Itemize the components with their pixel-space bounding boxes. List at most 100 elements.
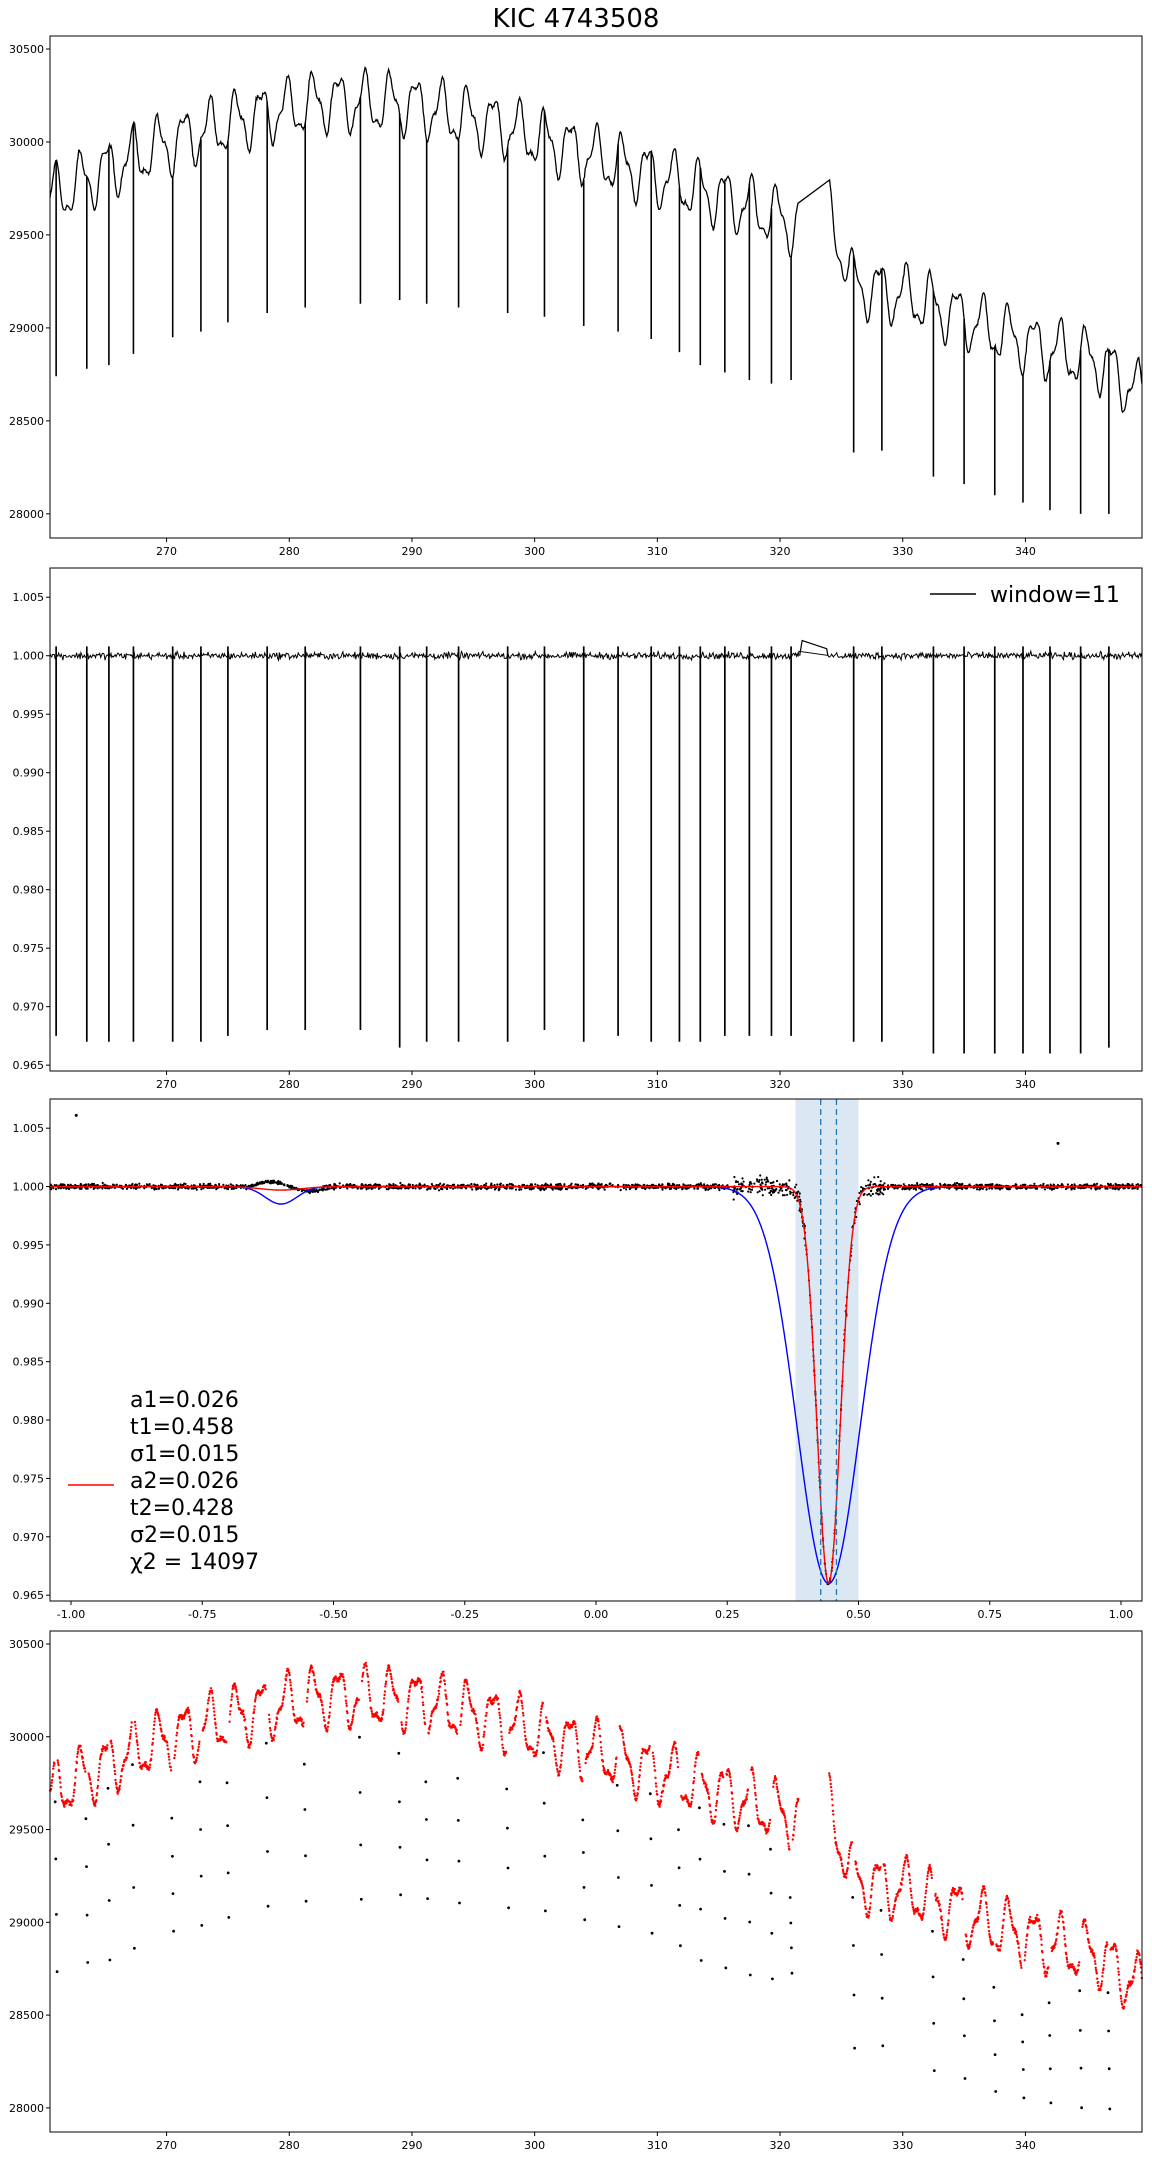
plot-frame bbox=[49, 35, 1143, 539]
legend-label: window=11 bbox=[990, 583, 1120, 608]
x-tick-label: 270 bbox=[156, 2139, 177, 2152]
x-tick-label: 310 bbox=[647, 545, 668, 558]
x-tick-label: 290 bbox=[401, 545, 422, 558]
y-tick-label: 0.995 bbox=[13, 1239, 45, 1252]
fit-parameters-legend: a1=0.026 t1=0.458 σ1=0.015 a2=0.026 t2=0… bbox=[68, 1388, 259, 1575]
x-tick-label: 300 bbox=[524, 2139, 545, 2152]
y-tick-label: 30500 bbox=[9, 43, 44, 56]
phase-folded-series bbox=[49, 1099, 1143, 1601]
phase-folded-axes: -1.00 -0.75 -0.50 -0.25 0.00 0.25 0.50 0.75 1.00… bbox=[13, 1098, 1143, 1621]
y-tick-label: 29000 bbox=[9, 322, 44, 335]
x-tick-label: -0.50 bbox=[319, 1608, 347, 1621]
x-tick-label: 320 bbox=[770, 545, 791, 558]
outlier-point bbox=[74, 1113, 78, 1117]
y-tick-label: 29000 bbox=[9, 1916, 44, 1929]
x-tick-label: 0.00 bbox=[584, 1608, 609, 1621]
param-sigma1: σ1=0.015 bbox=[130, 1442, 239, 1467]
y-tick-label: 1.000 bbox=[13, 1181, 45, 1194]
y-tick-label: 30000 bbox=[9, 1731, 44, 1744]
x-tick-label: 270 bbox=[156, 545, 177, 558]
raw-flux-axes: 270 280 290 300 310 320 330 340 28000 28500 29000 2… bbox=[9, 35, 1143, 558]
x-tick-label: 330 bbox=[892, 1078, 913, 1091]
y-tick-label: 30500 bbox=[9, 1638, 44, 1651]
x-tick-label: 280 bbox=[279, 2139, 300, 2152]
y-tick-label: 28000 bbox=[9, 508, 44, 521]
eclipse-window-band bbox=[795, 1099, 859, 1601]
y-tick-label: 0.985 bbox=[13, 1356, 45, 1369]
param-chi2: χ2 = 14097 bbox=[130, 1550, 259, 1575]
x-tick-label: 310 bbox=[647, 2139, 668, 2152]
x-tick-label: 280 bbox=[279, 1078, 300, 1091]
y-tick-label: 0.965 bbox=[13, 1589, 45, 1602]
x-tick-label: 330 bbox=[892, 2139, 913, 2152]
y-tick-label: 0.970 bbox=[13, 1001, 45, 1014]
panel-detrended: 270 280 290 300 310 320 330 340 0.965 0.970 0.975 0… bbox=[13, 567, 1143, 1091]
x-tick-label: 0.50 bbox=[846, 1608, 871, 1621]
detrended-axes: 270 280 290 300 310 320 330 340 0.965 0.970 0.975 0… bbox=[13, 567, 1143, 1091]
y-tick-label: 29500 bbox=[9, 1824, 44, 1837]
y-tick-label: 0.980 bbox=[13, 1414, 45, 1427]
y-tick-label: 0.990 bbox=[13, 1297, 45, 1310]
plot-frame bbox=[49, 1630, 1143, 2133]
x-tick-label: 300 bbox=[524, 1078, 545, 1091]
y-tick-label: 29500 bbox=[9, 229, 44, 242]
y-tick-label: 0.995 bbox=[13, 708, 45, 721]
y-tick-label: 0.970 bbox=[13, 1531, 45, 1544]
detrended-line bbox=[49, 649, 1143, 663]
y-tick-label: 0.965 bbox=[13, 1059, 45, 1072]
outlier-point bbox=[1056, 1141, 1060, 1145]
detrended-legend: window=11 bbox=[930, 583, 1120, 608]
panel-phase-folded: -1.00 -0.75 -0.50 -0.25 0.00 0.25 0.50 0.75 1.00… bbox=[13, 1098, 1143, 1621]
figure-title: KIC 4743508 bbox=[492, 4, 660, 34]
x-tick-label: 270 bbox=[156, 1078, 177, 1091]
fit-model-line bbox=[50, 1185, 1141, 1584]
x-tick-label: 300 bbox=[524, 545, 545, 558]
x-tick-label: -0.75 bbox=[188, 1608, 216, 1621]
x-tick-label: 340 bbox=[1015, 545, 1036, 558]
x-tick-label: 310 bbox=[647, 1078, 668, 1091]
y-tick-label: 28500 bbox=[9, 2009, 44, 2022]
param-a1: a1=0.026 bbox=[130, 1388, 239, 1413]
detrended-series bbox=[49, 639, 1143, 1054]
x-tick-label: 320 bbox=[770, 1078, 791, 1091]
panel-raw-flux: 270 280 290 300 310 320 330 340 28000 28500 29000 2… bbox=[9, 35, 1143, 558]
param-a2: a2=0.026 bbox=[130, 1469, 239, 1494]
y-tick-label: 0.990 bbox=[13, 767, 45, 780]
param-sigma2: σ2=0.015 bbox=[130, 1523, 239, 1548]
param-t2: t2=0.428 bbox=[130, 1496, 234, 1521]
x-tick-label: 290 bbox=[401, 2139, 422, 2152]
eclipse-window bbox=[795, 1099, 859, 1601]
x-tick-label: 0.75 bbox=[978, 1608, 1003, 1621]
y-tick-label: 30000 bbox=[9, 136, 44, 149]
gap-connector bbox=[799, 639, 829, 656]
x-tick-label: 340 bbox=[1015, 2139, 1036, 2152]
raw-flux-line bbox=[49, 66, 1143, 414]
y-tick-label: 0.975 bbox=[13, 942, 45, 955]
plot-frame bbox=[49, 567, 1143, 1072]
x-tick-label: 280 bbox=[279, 545, 300, 558]
x-tick-label: -1.00 bbox=[57, 1608, 85, 1621]
y-tick-label: 1.005 bbox=[13, 591, 45, 604]
masked-flux-axes: 270 280 290 300 310 320 330 340 28000 28500 29000 2… bbox=[9, 1630, 1143, 2152]
x-tick-label: 290 bbox=[401, 1078, 422, 1091]
x-tick-label: 0.25 bbox=[715, 1608, 740, 1621]
in-eclipse-points bbox=[53, 1735, 1112, 2111]
x-tick-label: 320 bbox=[770, 2139, 791, 2152]
panel-eclipse-mask: 270 280 290 300 310 320 330 340 28000 28500 29000 2… bbox=[9, 1630, 1143, 2152]
y-tick-label: 0.985 bbox=[13, 825, 45, 838]
param-t1: t1=0.458 bbox=[130, 1415, 234, 1440]
y-tick-label: 1.000 bbox=[13, 650, 45, 663]
y-tick-label: 28000 bbox=[9, 2102, 44, 2115]
x-tick-label: 330 bbox=[892, 545, 913, 558]
y-tick-label: 1.005 bbox=[13, 1122, 45, 1135]
x-tick-label: 340 bbox=[1015, 1078, 1036, 1091]
y-tick-label: 0.980 bbox=[13, 884, 45, 897]
y-tick-label: 28500 bbox=[9, 415, 44, 428]
out-of-eclipse-points bbox=[48, 1661, 1143, 2010]
y-tick-label: 0.975 bbox=[13, 1472, 45, 1485]
raw-flux-series bbox=[49, 66, 1143, 514]
masked-flux-series bbox=[48, 1661, 1143, 2111]
x-tick-label: 1.00 bbox=[1109, 1608, 1134, 1621]
x-tick-label: -0.25 bbox=[451, 1608, 479, 1621]
